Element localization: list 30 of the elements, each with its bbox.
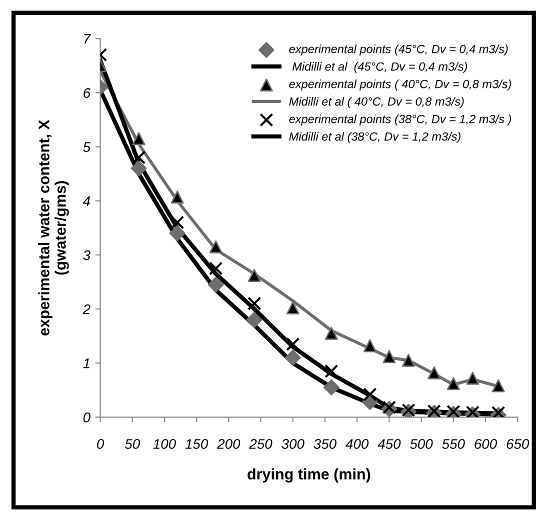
x-tick-label: 50 — [124, 439, 140, 449]
x-tick-label: 500 — [410, 439, 433, 449]
legend-label: experimental points (45°C, Dv = 0,4 m3/s) — [289, 44, 508, 56]
y-tick-label: 4 — [82, 196, 90, 206]
y-tick-label: 2 — [82, 304, 90, 314]
y-tick-label: 1 — [83, 358, 90, 368]
y-tick-label: 5 — [83, 142, 91, 152]
legend-label: Midilli et al (38°C, Dv = 1,2 m3/s) — [289, 132, 460, 144]
x-tick-label: 0 — [97, 439, 104, 449]
x-tick-label: 300 — [282, 439, 304, 449]
y-axis-title: experimental water content, X (gwater/gms) — [38, 120, 69, 336]
x-tick-label: 600 — [474, 439, 497, 449]
y-tick-label: 3 — [83, 250, 90, 260]
x-tick-label: 450 — [378, 439, 401, 449]
y-tick-label: 0 — [83, 412, 90, 422]
x-axis-title: drying time (min) — [248, 468, 370, 483]
x-tick-label: 150 — [185, 439, 208, 449]
y-tick-label: 7 — [84, 34, 91, 44]
legend-label: experimental points ( 40°C, Dv = 0,8 m3/s) — [289, 80, 512, 91]
x-tick-label: 400 — [346, 439, 369, 449]
legend-label: Midilli et al ( 40°C, Dv = 0,8 m3/s) — [289, 97, 464, 108]
legend-label: Midilli et al (45°C, Dv = 0,4 m3/s) — [292, 62, 468, 74]
x-tick-label: 250 — [249, 439, 272, 449]
legend-label: experimental points (38°C, Dv = 1,2 m3/s ) — [289, 114, 512, 126]
x-tick-label: 550 — [442, 439, 465, 449]
x-tick-label: 200 — [217, 439, 240, 449]
x-tick-label: 350 — [314, 439, 336, 449]
x-tick-label: 100 — [153, 439, 176, 449]
y-tick-label: 6 — [84, 88, 91, 98]
x-tick-label: 650 — [506, 439, 530, 449]
